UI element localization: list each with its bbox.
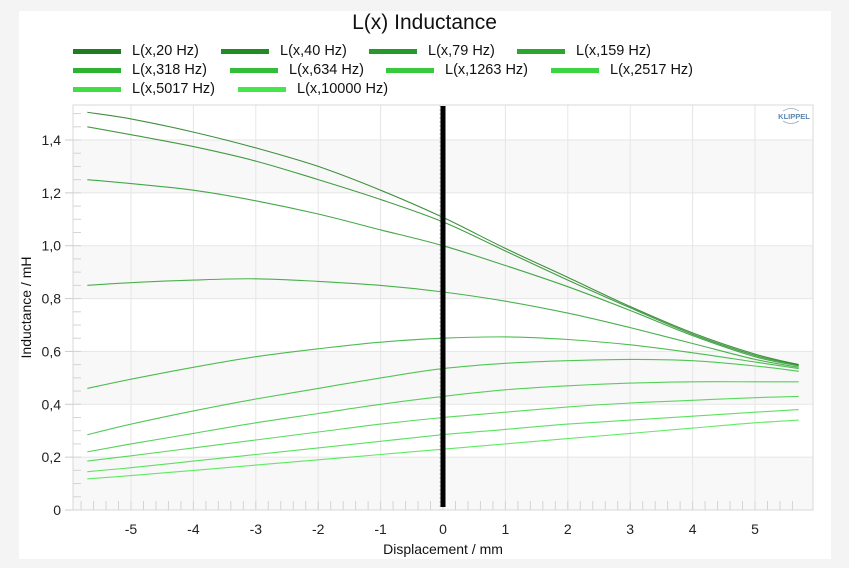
legend-label: L(x,40 Hz): [280, 43, 347, 59]
klippel-logo: KLIPPEL: [778, 108, 810, 124]
minor-ticks: [73, 113, 793, 511]
legend-swatch: [386, 67, 434, 73]
x-tick-label: 4: [689, 521, 697, 537]
y-tick-label: 1,2: [42, 185, 62, 201]
legend-label: L(x,79 Hz): [428, 43, 495, 59]
series-line[interactable]: [87, 278, 799, 368]
x-tick-label: -5: [125, 521, 138, 537]
y-axis-title: Inductance / mH: [18, 257, 34, 359]
legend-item[interactable]: L(x,40 Hz): [221, 43, 347, 59]
y-tick-label: 0,2: [42, 449, 62, 465]
y-tick-label: 0,8: [42, 291, 62, 307]
klippel-logo-text: KLIPPEL: [778, 112, 810, 121]
x-tick-label: -4: [187, 521, 200, 537]
x-tick-label: -1: [374, 521, 387, 537]
legend-item[interactable]: L(x,1263 Hz): [386, 62, 528, 78]
legend-item[interactable]: L(x,2517 Hz): [551, 62, 693, 78]
legend-item[interactable]: L(x,5017 Hz): [73, 81, 215, 97]
series-line[interactable]: [87, 179, 799, 367]
legend-item[interactable]: L(x,79 Hz): [369, 43, 495, 59]
legend-item[interactable]: L(x,10000 Hz): [238, 81, 388, 97]
y-axis: 0 0,2 0,4 0,6 0,8 1,0 1,2 1,4: [42, 132, 73, 518]
x-axis: -5 -4 -3 -2 -1 0 1 2 3 4 5: [125, 521, 759, 537]
legend-swatch: [238, 86, 286, 92]
legend-label: L(x,2517 Hz): [610, 62, 694, 78]
x-axis-title: Displacement / mm: [383, 541, 503, 557]
y-tick-label: 0,4: [42, 396, 62, 412]
x-tick-label: 1: [502, 521, 510, 537]
legend-label: L(x,159 Hz): [576, 43, 651, 59]
legend-label: L(x,318 Hz): [132, 62, 207, 78]
x-tick-label: -3: [250, 521, 263, 537]
x-tick-label: 0: [439, 521, 447, 537]
legend-label: L(x,20 Hz): [132, 43, 199, 59]
legend-swatch: [551, 67, 599, 73]
legend-swatch: [73, 86, 121, 92]
legend-swatch: [221, 48, 269, 54]
legend-label: L(x,634 Hz): [289, 62, 364, 78]
legend-item[interactable]: L(x,159 Hz): [517, 43, 651, 59]
y-tick-label: 1,4: [42, 132, 62, 148]
y-tick-label: 0,6: [42, 343, 62, 359]
legend-swatch: [517, 48, 565, 54]
legend-swatch: [73, 67, 121, 73]
legend-item[interactable]: L(x,318 Hz): [73, 62, 207, 78]
legend-item[interactable]: L(x,20 Hz): [73, 43, 199, 59]
legend-swatch: [73, 48, 121, 54]
legend-swatch: [369, 48, 417, 54]
x-tick-label: 5: [751, 521, 759, 537]
x-tick-label: -2: [312, 521, 325, 537]
x-tick-label: 3: [626, 521, 634, 537]
legend-label: L(x,10000 Hz): [297, 81, 389, 97]
y-tick-label: 1,0: [42, 238, 62, 254]
legend-swatch: [230, 67, 278, 73]
legend-item[interactable]: L(x,634 Hz): [230, 62, 364, 78]
legend-label: L(x,1263 Hz): [445, 62, 529, 78]
x-tick-label: 2: [564, 521, 572, 537]
y-tick-label: 0: [53, 502, 61, 518]
chart-title: L(x) Inductance: [352, 11, 497, 34]
legend-label: L(x,5017 Hz): [132, 81, 216, 97]
